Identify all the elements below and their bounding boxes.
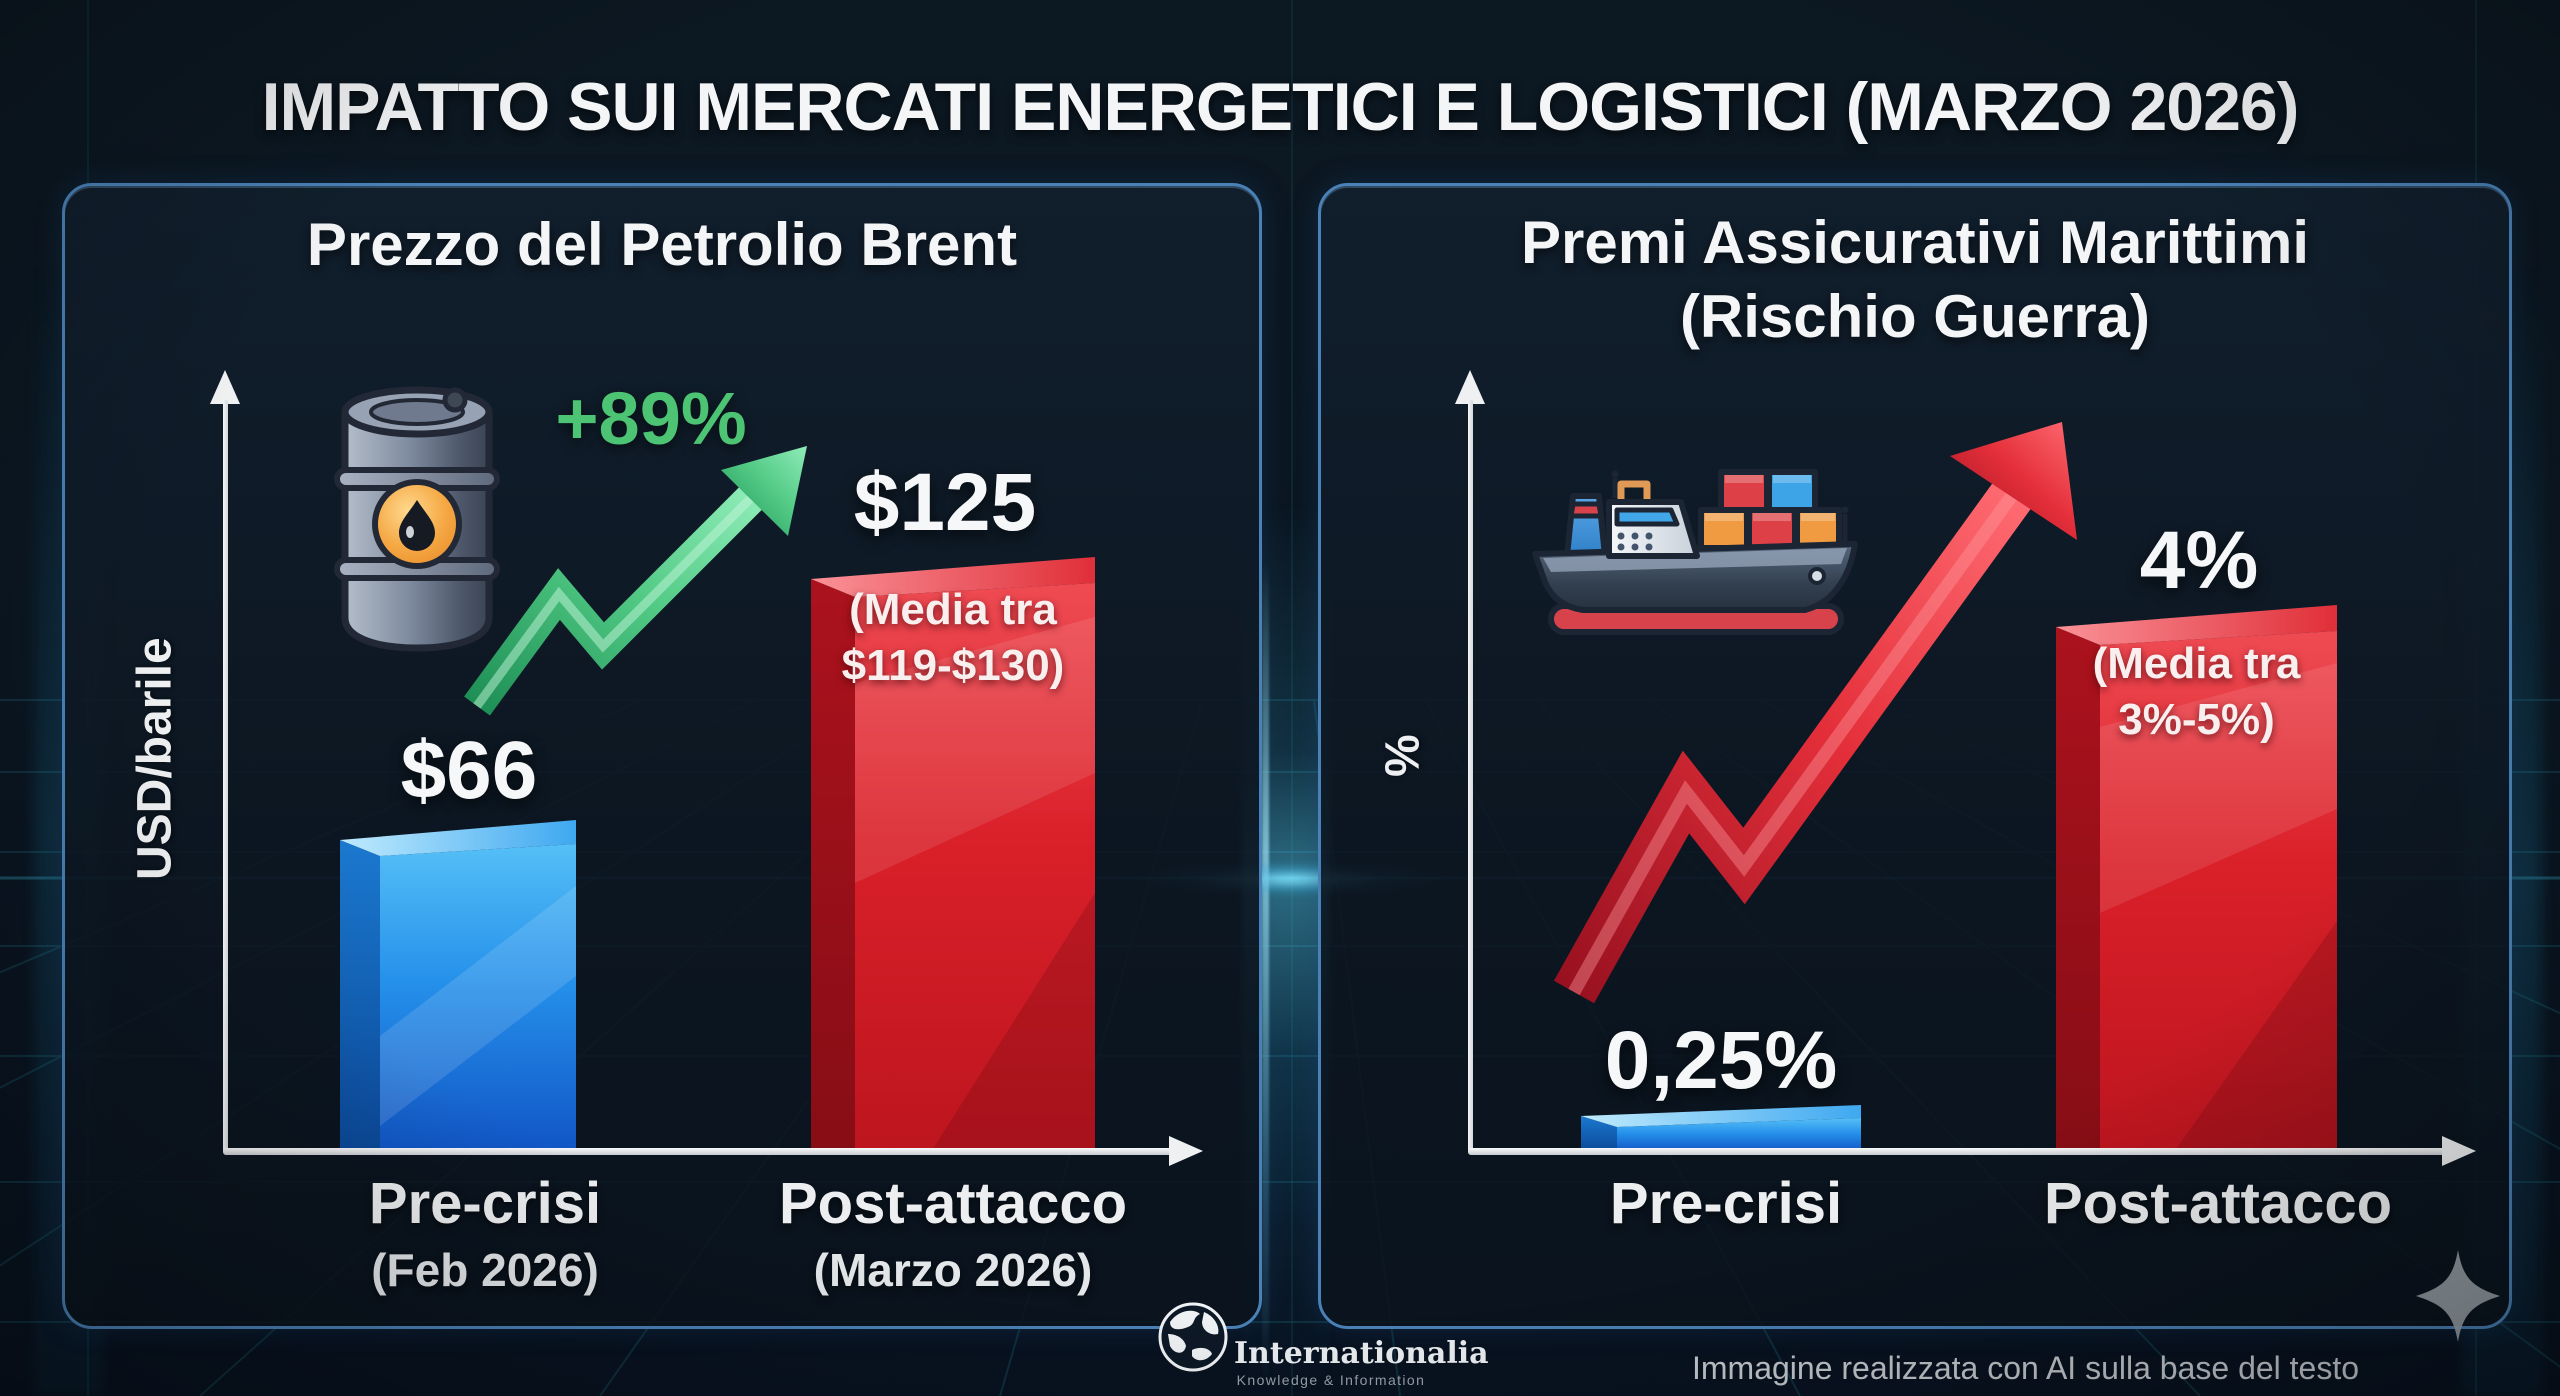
left-pre-value-label: $66 <box>400 725 538 816</box>
left-category-pre-label: Pre-crisi <box>368 1171 602 1236</box>
left-y-axis-label: USD/barile <box>128 637 182 881</box>
green-up-arrow-icon <box>464 446 807 716</box>
right-x-axis-arrow <box>2442 1136 2476 1166</box>
sparkle-icon <box>2416 1250 2500 1342</box>
left-category-post-sublabel: (Marzo 2026) <box>813 1244 1093 1296</box>
red-up-arrow-icon <box>1553 422 2077 1004</box>
left-y-axis-arrow <box>210 370 240 404</box>
right-category-pre: Pre-crisi <box>1526 1170 1926 1237</box>
left-range-note: (Media tra $119-$130) <box>811 582 1095 694</box>
left-pre-crisis-bar <box>340 820 576 1152</box>
left-category-pre: Pre-crisi (Feb 2026) <box>285 1170 685 1297</box>
brand-name: Internationalia <box>1234 1336 1489 1371</box>
left-panel-title: Prezzo del Petrolio Brent <box>306 211 1018 278</box>
left-category-post-label: Post-attacco <box>778 1171 1128 1236</box>
left-post-value-label: $125 <box>853 457 1037 548</box>
right-y-axis-arrow <box>1455 370 1485 404</box>
right-pre-value-label: 0,25% <box>1604 1015 1838 1106</box>
right-post-attack-bar <box>2056 605 2337 1152</box>
right-panel-subtitle: (Rischio Guerra) <box>1679 283 2151 350</box>
right-y-axis <box>1468 400 1473 1152</box>
right-range-note-line2: 3%-5%) <box>2118 695 2275 744</box>
left-range-note-line2: $119-$130) <box>841 641 1065 690</box>
left-x-axis <box>223 1148 1173 1155</box>
right-post-value-label: 4% <box>2139 515 2259 606</box>
left-range-note-line1: (Media tra <box>849 585 1057 634</box>
panel-brent-oil: Prezzo del Petrolio Brent USD/barile +89… <box>62 183 1262 1329</box>
right-range-note-line1: (Media tra <box>2092 639 2301 688</box>
glow-band-core <box>1262 560 1269 1390</box>
brand-tagline: Knowledge & Information <box>1236 1372 1426 1388</box>
left-category-post: Post-attacco (Marzo 2026) <box>753 1170 1153 1297</box>
right-x-axis <box>1468 1148 2446 1155</box>
right-category-post: Post-attacco <box>2018 1170 2418 1237</box>
right-category-post-label: Post-attacco <box>2043 1171 2393 1236</box>
right-range-note: (Media tra 3%-5%) <box>2056 636 2337 748</box>
left-y-axis <box>223 400 228 1152</box>
right-category-pre-label: Pre-crisi <box>1609 1171 1843 1236</box>
cargo-ship-icon <box>1532 469 1858 635</box>
left-category-pre-sublabel: (Feb 2026) <box>371 1244 599 1296</box>
left-x-axis-arrow <box>1169 1136 1203 1166</box>
right-pre-crisis-bar <box>1581 1105 1861 1152</box>
left-change-label: +89% <box>555 377 747 460</box>
globe-icon <box>1158 1302 1228 1372</box>
left-post-attack-bar <box>811 557 1095 1152</box>
right-panel-title: Premi Assicurativi Marittimi <box>1520 209 2310 276</box>
right-y-axis-label: % <box>1376 734 1430 778</box>
ai-attribution-note: Immagine realizzata con AI sulla base de… <box>1692 1350 2360 1386</box>
page-title: IMPATTO SUI MERCATI ENERGETICI E LOGISTI… <box>261 68 2300 145</box>
oil-barrel-icon <box>334 386 500 652</box>
panel-maritime-insurance: Premi Assicurativi Marittimi (Rischio Gu… <box>1318 183 2512 1329</box>
